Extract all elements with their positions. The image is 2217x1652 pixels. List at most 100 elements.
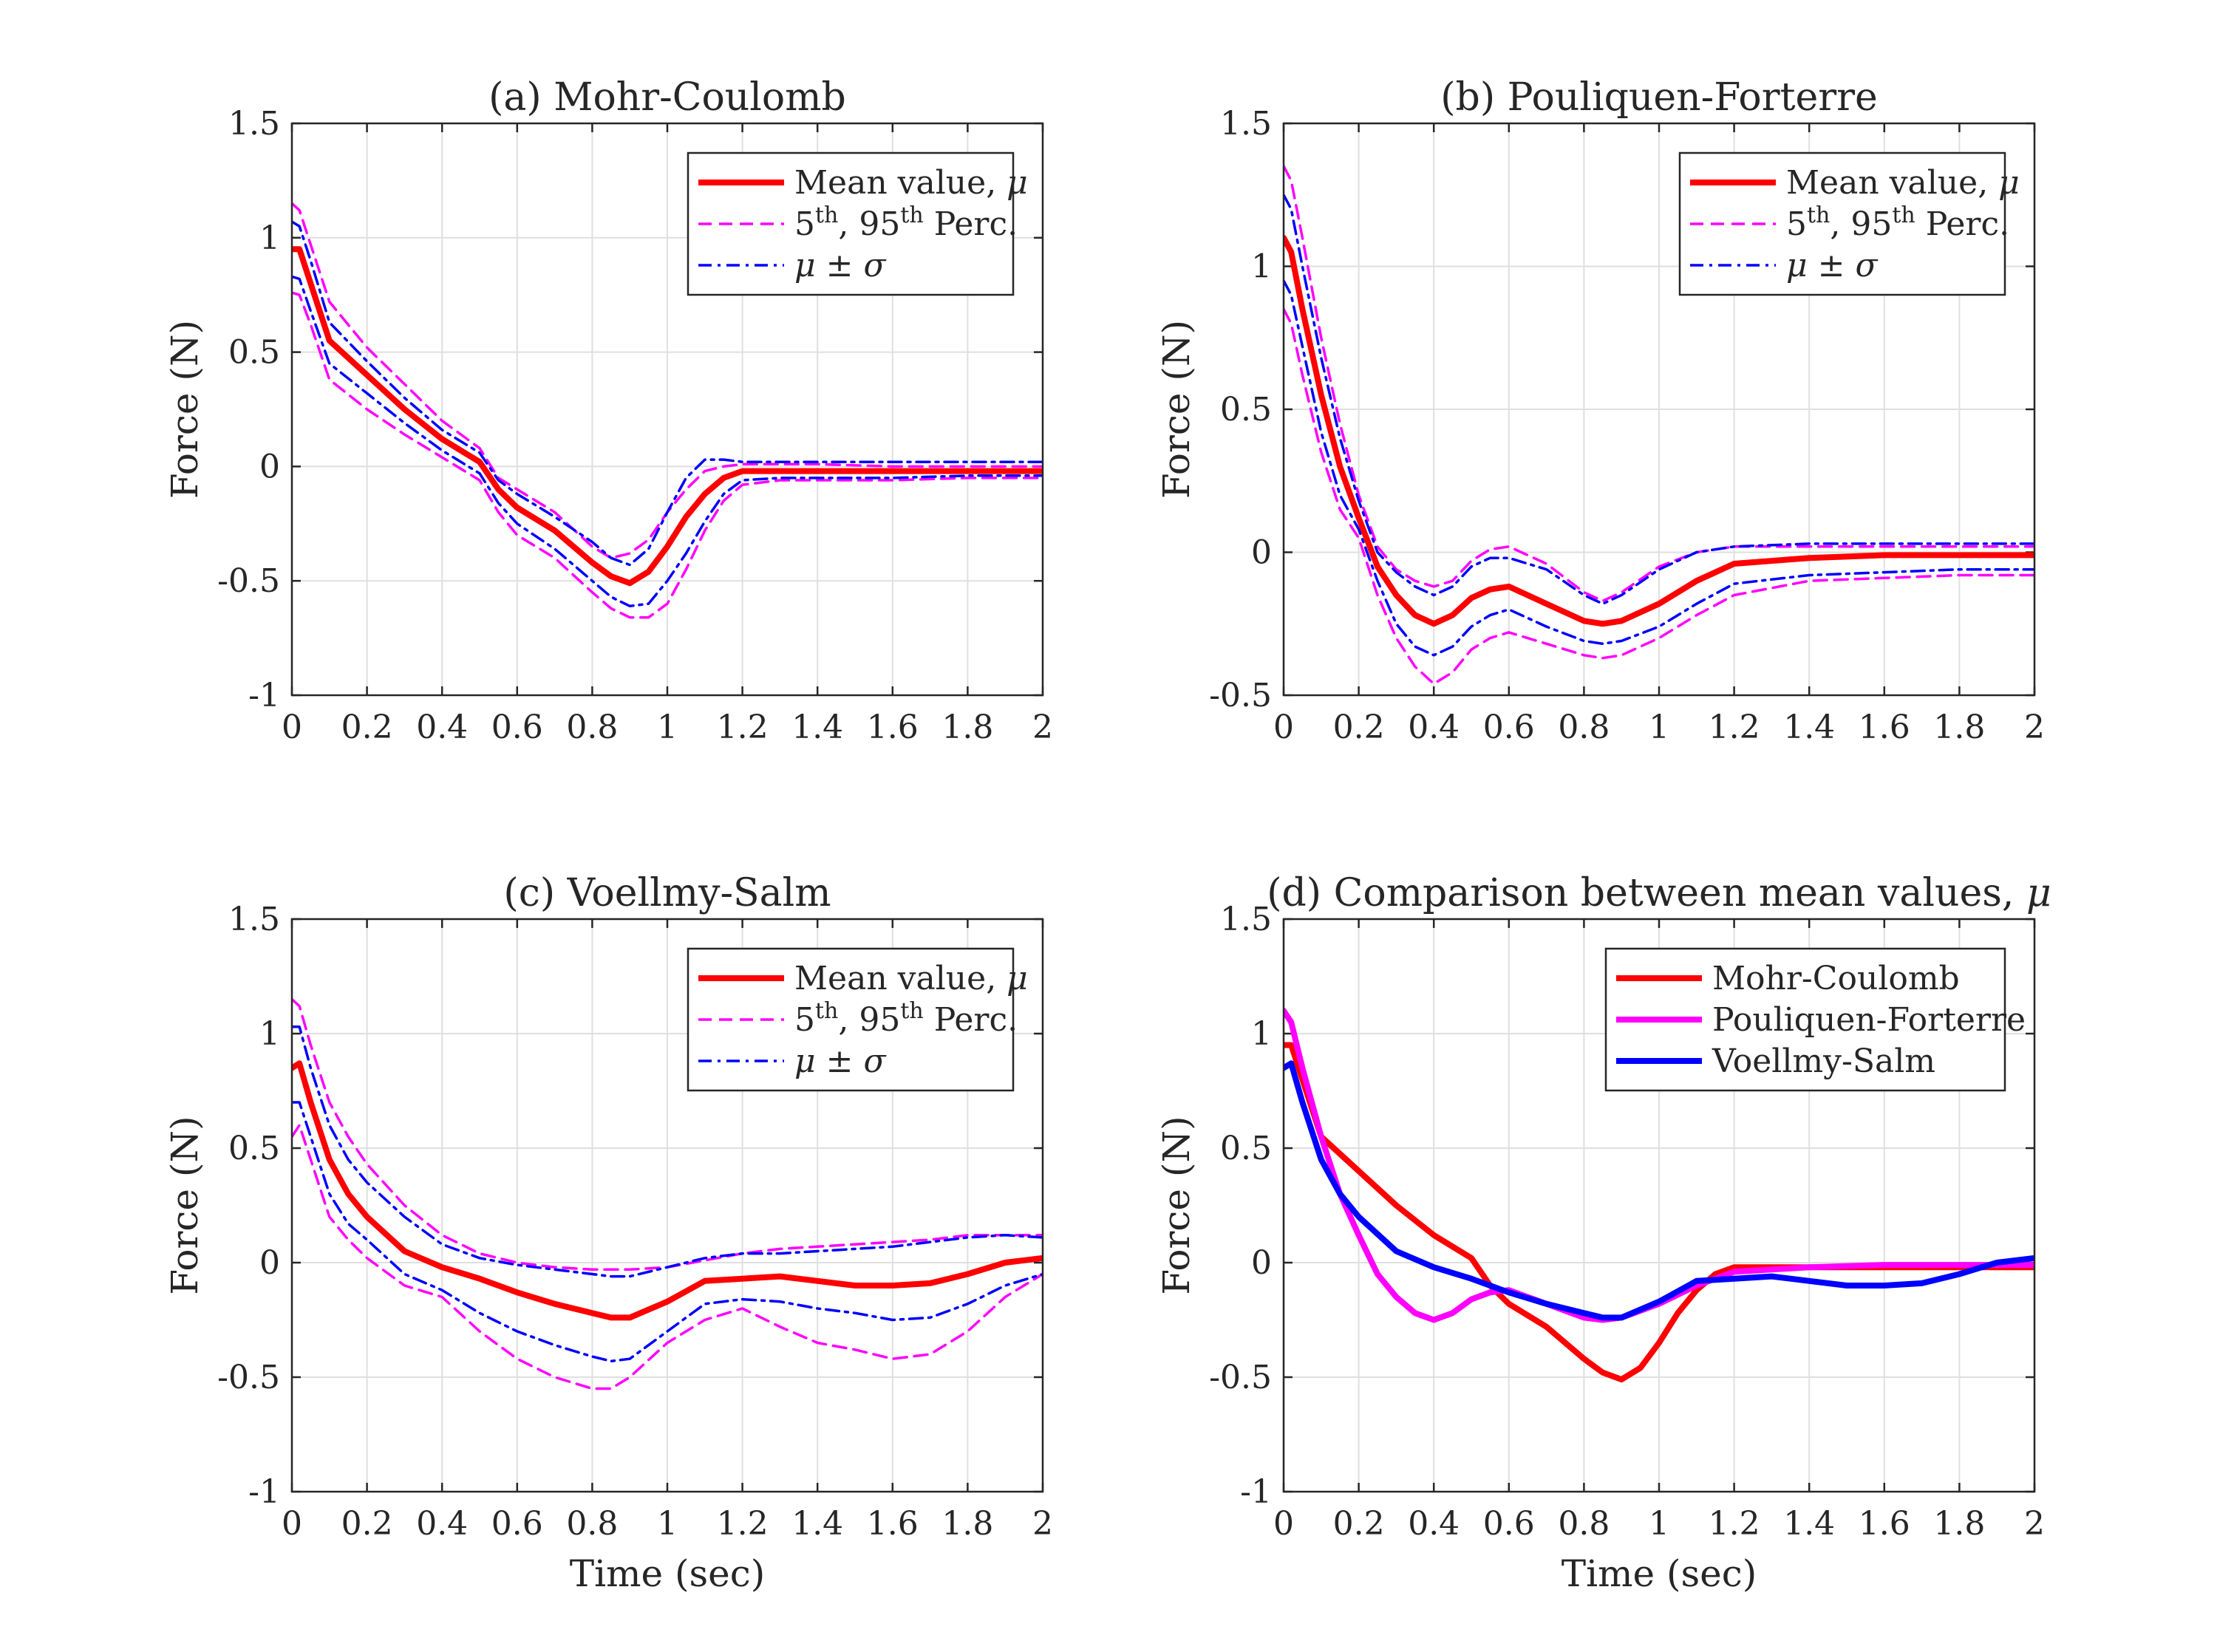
x-tick-label: 1.4 xyxy=(1783,1505,1835,1543)
y-tick-label: 1.5 xyxy=(1220,901,1272,938)
y-tick-label: 0 xyxy=(259,1244,280,1282)
axes-box xyxy=(290,918,1044,1493)
x-tick-label: 0 xyxy=(282,1505,302,1543)
y-axis-label: Force (N) xyxy=(1155,1116,1198,1294)
series-line-percentiles-2 xyxy=(292,1124,1043,1390)
y-tick-label: 1 xyxy=(259,1015,280,1053)
x-tick-label: 1.8 xyxy=(1933,1505,1985,1543)
chart-title: (d) Comparison between mean values, μ xyxy=(1267,871,2051,915)
chart-panel-2: 0 0.2 0.4 0.6 0.8 1 1.2 1.4 1.6 1.8 2-0.500.511.5(… xyxy=(1155,75,2045,746)
chart-panel-3: 0 0.2 0.4 0.6 0.8 1 1.2 1.4 1.6 1.8 2 -1 -0.5 0 0.5 1 1.… xyxy=(163,871,1053,1595)
series-line-percentiles-2 xyxy=(1284,307,2034,686)
series-group xyxy=(292,997,1043,1390)
x-tick-label: 0.8 xyxy=(566,709,618,746)
x-tick-label: 1.2 xyxy=(1709,709,1760,746)
x-tick-label: 1.8 xyxy=(1933,709,1985,746)
x-tick-label: 1.4 xyxy=(791,1505,843,1543)
y-tick-label: 0 xyxy=(259,448,280,485)
chart-title: (c) Voellmy-Salm xyxy=(503,871,831,915)
x-tick-label: 0.4 xyxy=(1408,1505,1460,1543)
series-line-sigma-4 xyxy=(292,1101,1043,1363)
y-tick-label: 0 xyxy=(1251,534,1272,572)
x-tick-label: 0.8 xyxy=(566,1505,618,1543)
x-tick-label: 1.2 xyxy=(717,1505,769,1543)
x-tick-label: 0.2 xyxy=(341,709,393,746)
x-tick-label: 0 xyxy=(1273,709,1294,746)
x-tick-label: 0.4 xyxy=(416,709,468,746)
y-tick-label: 1.5 xyxy=(228,105,280,143)
x-tick-label: 1.4 xyxy=(1783,709,1835,746)
axes-box xyxy=(1282,122,2036,697)
y-tick-label: 1.5 xyxy=(1220,105,1272,143)
x-tick-label: 0.6 xyxy=(1483,709,1535,746)
x-tick-label: 0 xyxy=(1273,1505,1294,1543)
legend-label: 5th, 95th Perc. xyxy=(794,998,1018,1040)
x-tick-label: 2 xyxy=(1032,1505,1053,1543)
y-tick-label: 0.5 xyxy=(1220,1130,1272,1167)
series-line-voellmy_salm-2 xyxy=(1284,1060,2034,1321)
legend-label: Mean value, μ xyxy=(1786,164,2020,202)
series-line-percentiles-1 xyxy=(292,997,1043,1272)
x-tick-label: 2 xyxy=(2024,1505,2045,1543)
x-tick-label: 1.2 xyxy=(717,709,769,746)
x-tick-label: 2 xyxy=(1032,709,1053,746)
y-tick-label: -0.5 xyxy=(217,562,280,600)
legend-label: Mohr-Coulomb xyxy=(1712,960,1960,997)
x-tick-label: 1.4 xyxy=(791,709,843,746)
x-tick-label: 1.8 xyxy=(941,709,993,746)
y-tick-label: 1.5 xyxy=(228,901,280,938)
legend: Mohr-Coulomb Pouliquen-ForterreVoellmy-Sa… xyxy=(1604,947,2026,1092)
x-tick-label: 0.2 xyxy=(1333,1505,1385,1543)
x-tick-label: 0.2 xyxy=(1333,709,1385,746)
x-tick-label: 1.6 xyxy=(1859,1505,1910,1543)
series-line-percentiles-1 xyxy=(292,202,1043,559)
series-group xyxy=(292,202,1043,619)
legend-label: Mean value, μ xyxy=(794,960,1028,997)
axes-box xyxy=(1282,918,2036,1493)
y-tick-label: 0.5 xyxy=(228,334,280,372)
x-tick-label: 0.8 xyxy=(1558,1505,1610,1543)
x-tick-label: 0.6 xyxy=(491,1505,543,1543)
x-tick-label: 2 xyxy=(2024,709,2045,746)
y-tick-label: -1 xyxy=(248,1473,280,1511)
y-tick-label: 0.5 xyxy=(1220,391,1272,429)
x-tick-label: 0.4 xyxy=(1408,709,1460,746)
y-tick-label: -1 xyxy=(248,677,280,714)
y-axis-label: Force (N) xyxy=(163,1116,206,1294)
legend-label: 5th, 95th Perc. xyxy=(794,202,1018,244)
y-axis-label: Force (N) xyxy=(1155,320,1198,499)
x-tick-label: 0.4 xyxy=(416,1505,468,1543)
y-tick-label: -0.5 xyxy=(1209,677,1272,714)
chart-title: (b) Pouliquen-Forterre xyxy=(1440,75,1878,120)
legend-label: Pouliquen-Forterre xyxy=(1712,1001,2026,1039)
series-line-mean-0 xyxy=(292,246,1043,587)
series-line-sigma-4 xyxy=(292,275,1043,608)
series-line-mean-0 xyxy=(292,1060,1043,1321)
series-line-sigma-3 xyxy=(1284,194,2034,605)
x-tick-label: 1.8 xyxy=(941,1505,993,1543)
legend-label: 5th, 95th Perc. xyxy=(1786,202,2009,244)
series-line-sigma-4 xyxy=(1284,279,2034,657)
x-tick-label: 1 xyxy=(657,709,678,746)
x-tick-label: 1.6 xyxy=(867,1505,919,1543)
series-group xyxy=(1284,165,2034,686)
x-tick-label: 0.6 xyxy=(1483,1505,1535,1543)
legend-label: μ ± σ xyxy=(794,247,887,284)
x-tick-label: 0.2 xyxy=(341,1505,393,1543)
series-line-sigma-3 xyxy=(292,220,1043,567)
legend-label: μ ± σ xyxy=(1786,247,1879,284)
y-tick-label: 1 xyxy=(1251,248,1272,286)
series-line-mean-0 xyxy=(1284,234,2034,627)
legend-label: μ ± σ xyxy=(794,1042,887,1080)
x-axis-label: Time (sec) xyxy=(570,1552,766,1595)
x-tick-label: 1 xyxy=(1649,1505,1669,1543)
x-tick-label: 1 xyxy=(1649,709,1669,746)
y-tick-label: -0.5 xyxy=(217,1359,280,1396)
x-tick-label: 1 xyxy=(657,1505,678,1543)
x-tick-label: 0 xyxy=(282,709,302,746)
y-tick-label: -1 xyxy=(1240,1473,1272,1511)
x-tick-label: 1.2 xyxy=(1709,1505,1760,1543)
